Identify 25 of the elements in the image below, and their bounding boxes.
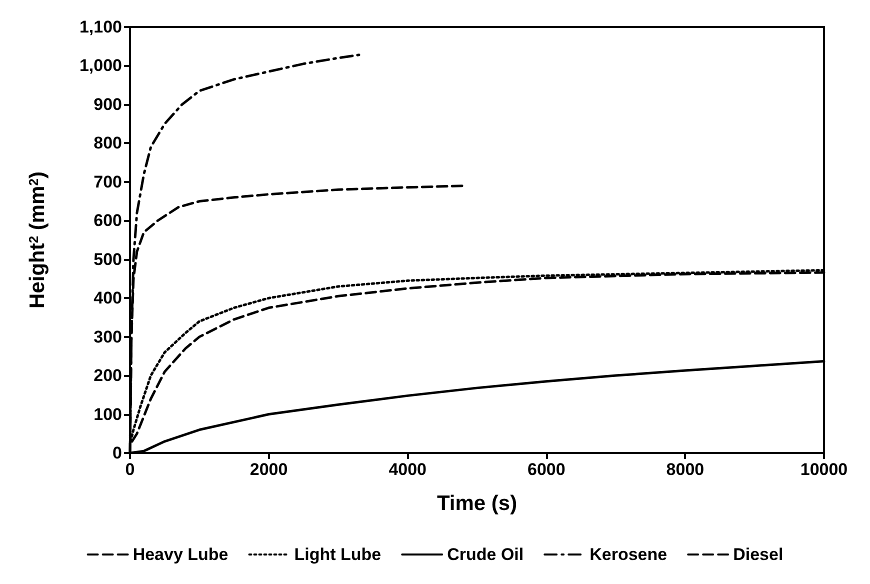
y-tick-label: 800 [94,134,122,153]
y-tick-label: 1,100 [79,18,122,36]
legend-label: Crude Oil [447,545,524,564]
x-axis-title: Time (s) [436,492,518,515]
y-axis-title: Height2 (mm2) [26,172,49,308]
y-tick-label: 500 [94,250,122,269]
x-tick-label: 6000 [527,460,566,479]
y-tick-label: 700 [94,172,122,192]
y-tick-label: 400 [94,288,122,308]
legend-label: Heavy Lube [132,545,228,564]
x-tick-label: 10000 [800,460,848,479]
x-tick-label: 4000 [388,460,427,479]
x-tick-label: 8000 [666,460,704,479]
y-tick-label: 0 [112,444,122,462]
y-tick-label: 100 [94,404,122,424]
y-tick-label: 900 [94,94,122,114]
y-tick-label: 300 [94,327,122,346]
x-tick-label: 2000 [250,460,288,479]
legend-label: Kerosene [590,545,668,564]
legend-label: Diesel [733,545,784,564]
legend-label: Light Lube [294,545,382,564]
y-tick-label: 600 [94,211,122,230]
y-tick-label: 200 [94,366,122,386]
y-tick-label: 1,000 [79,56,122,76]
x-tick-label: 0 [125,460,135,479]
